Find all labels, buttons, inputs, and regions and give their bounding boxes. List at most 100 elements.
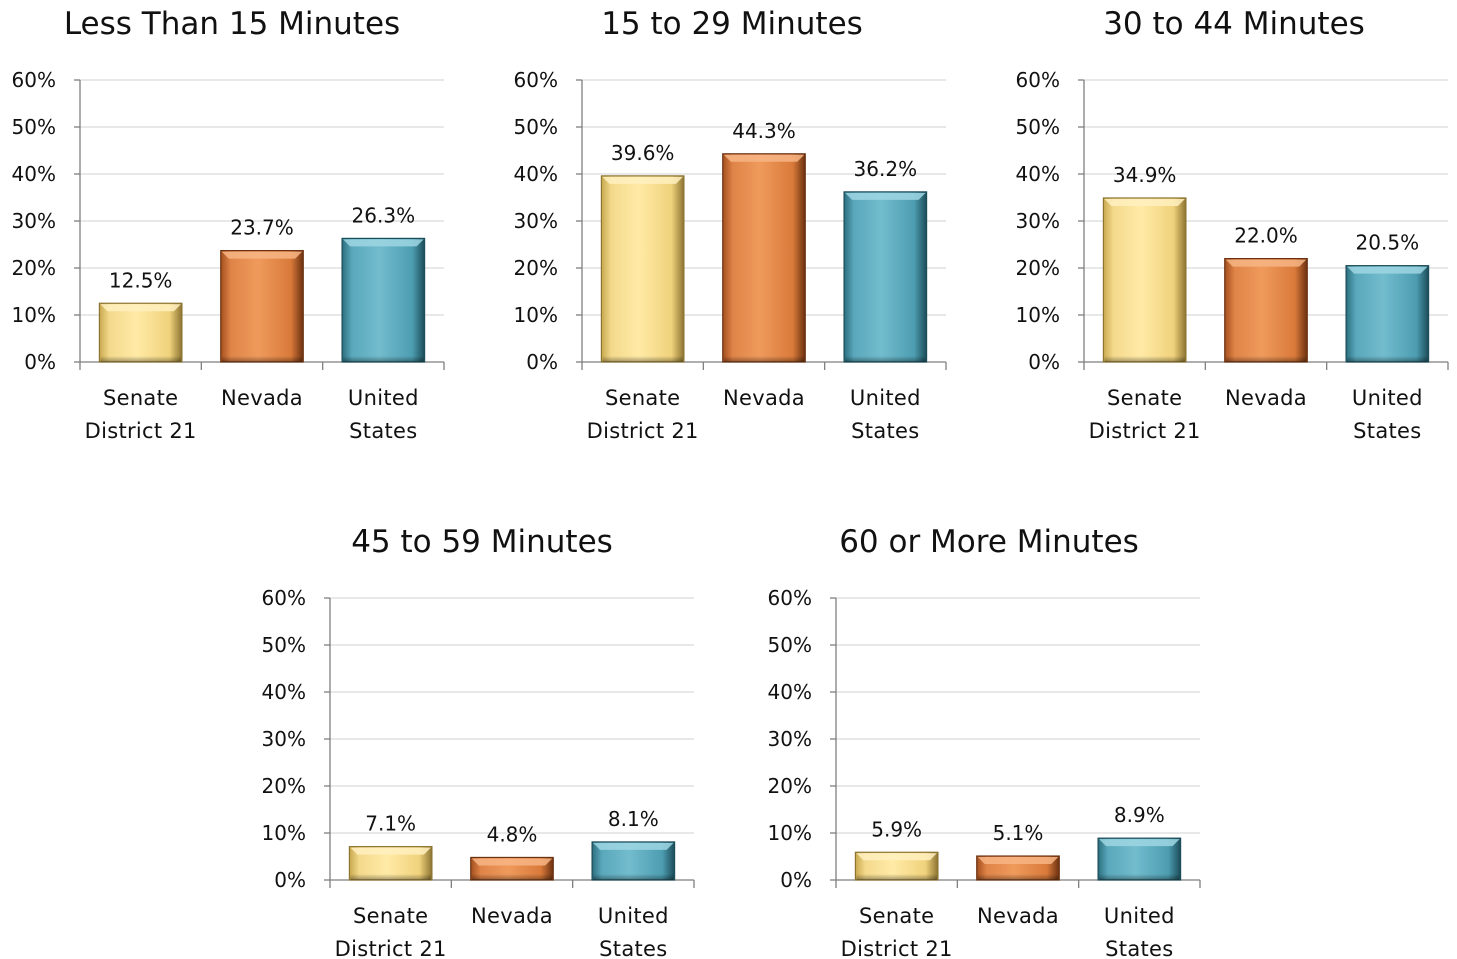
bar-bevel-bottom (977, 874, 1059, 880)
category-label-united-states: States (599, 937, 667, 959)
category-label-united-states: United (348, 386, 419, 410)
bar-bevel-bottom (221, 356, 303, 362)
y-tick-label: 40% (514, 162, 558, 186)
y-tick-label: 0% (780, 868, 812, 892)
data-label-senate-district-21: 7.1% (365, 812, 416, 836)
bar-nevada (220, 250, 304, 363)
y-tick-label: 40% (262, 680, 306, 704)
category-label-nevada: Nevada (723, 386, 805, 410)
bar-bevel-bottom (350, 874, 431, 880)
chart-title: 15 to 29 Minutes (601, 6, 863, 42)
y-tick-label: 0% (274, 868, 306, 892)
chart-title: 45 to 59 Minutes (351, 524, 613, 560)
chart-panel-5: 60 or More Minutes 0% 10% 20% 30% 40% 50% 60% 5.… (768, 524, 1201, 959)
bar-united-states (341, 237, 426, 363)
category-label-senate-district-21: Senate (103, 386, 178, 410)
bar-bevel-bottom (1225, 356, 1307, 362)
category-label-senate-district-21: District 21 (335, 937, 447, 959)
data-label-united-states: 8.9% (1114, 803, 1165, 827)
y-tick-label: 60% (768, 586, 812, 610)
y-tick-label: 60% (262, 586, 306, 610)
y-tick-label: 50% (514, 115, 558, 139)
category-label-united-states: United (1352, 386, 1423, 410)
bar-bevel-top (602, 176, 683, 184)
category-label-united-states: United (598, 904, 669, 928)
bar-bevel-bottom (593, 874, 674, 880)
y-tick-label: 30% (1016, 209, 1060, 233)
data-label-senate-district-21: 5.9% (871, 817, 922, 841)
bar-nevada (722, 153, 806, 363)
y-tick-label: 40% (1016, 162, 1060, 186)
bar-bevel-bottom (1104, 356, 1185, 362)
y-tick-label: 0% (24, 350, 56, 374)
bar-bevel-top (593, 842, 674, 850)
bar-bevel-top (1225, 259, 1307, 267)
bar-bevel-bottom (471, 874, 553, 880)
y-tick-label: 30% (12, 209, 56, 233)
chart-title: 60 or More Minutes (839, 524, 1139, 560)
y-tick-label: 50% (262, 633, 306, 657)
data-label-nevada: 23.7% (230, 216, 294, 240)
data-label-nevada: 4.8% (487, 822, 538, 846)
bar-bevel-bottom (602, 356, 683, 362)
chart-title: Less Than 15 Minutes (64, 6, 400, 42)
category-label-senate-district-21: District 21 (841, 937, 953, 959)
charts-layer: Less Than 15 Minutes 0% 10% 20% 30% 40% 50% 60%… (12, 6, 1449, 959)
y-tick-label: 20% (768, 774, 812, 798)
bar-bevel-top (723, 154, 805, 162)
y-tick-label: 30% (768, 727, 812, 751)
bar-bevel-top (1099, 839, 1180, 847)
y-tick-label: 10% (1016, 303, 1060, 327)
bar-united-states (1345, 265, 1430, 363)
y-tick-label: 40% (12, 162, 56, 186)
bar-bevel-top (845, 192, 926, 200)
data-label-nevada: 5.1% (993, 821, 1044, 845)
category-label-nevada: Nevada (471, 904, 553, 928)
y-tick-label: 60% (12, 68, 56, 92)
category-label-united-states: United (1104, 904, 1175, 928)
chart-panel-2: 15 to 29 Minutes 0% 10% 20% 30% 40% 50% 60% 39.6… (514, 6, 947, 443)
y-tick-label: 10% (262, 821, 306, 845)
bar-senate-district-21 (600, 175, 685, 363)
data-label-senate-district-21: 12.5% (109, 268, 173, 292)
bar-senate-district-21 (1102, 197, 1187, 363)
bar-bevel-bottom (100, 356, 181, 362)
y-tick-label: 10% (768, 821, 812, 845)
category-label-nevada: Nevada (221, 386, 303, 410)
y-tick-label: 10% (514, 303, 558, 327)
bar-bevel-bottom (723, 356, 805, 362)
chart-title: 30 to 44 Minutes (1103, 6, 1365, 42)
y-tick-label: 30% (514, 209, 558, 233)
category-label-senate-district-21: Senate (605, 386, 680, 410)
bar-nevada (1224, 258, 1308, 363)
y-tick-label: 20% (1016, 256, 1060, 280)
category-label-united-states: States (1353, 419, 1421, 443)
chart-panel-1: Less Than 15 Minutes 0% 10% 20% 30% 40% 50% 60%… (12, 6, 445, 443)
y-tick-label: 20% (514, 256, 558, 280)
y-tick-label: 50% (1016, 115, 1060, 139)
y-tick-label: 10% (12, 303, 56, 327)
data-label-united-states: 26.3% (352, 203, 416, 227)
bar-bevel-top (221, 251, 303, 259)
y-tick-label: 50% (12, 115, 56, 139)
chart-panel-4: 45 to 59 Minutes 0% 10% 20% 30% 40% 50% 60% 7.1%… (262, 524, 695, 959)
chart-panel-3: 30 to 44 Minutes 0% 10% 20% 30% 40% 50% 60% 34.9… (1016, 6, 1449, 443)
category-label-united-states: States (1105, 937, 1173, 959)
bar-united-states (843, 191, 928, 363)
category-label-senate-district-21: District 21 (85, 419, 197, 443)
category-label-nevada: Nevada (1225, 386, 1307, 410)
bar-bevel-bottom (856, 874, 937, 880)
bar-bevel-bottom (343, 356, 424, 362)
category-label-senate-district-21: District 21 (587, 419, 699, 443)
y-tick-label: 20% (12, 256, 56, 280)
bar-bevel-top (471, 858, 553, 866)
category-label-senate-district-21: Senate (859, 904, 934, 928)
category-label-united-states: States (349, 419, 417, 443)
category-label-senate-district-21: Senate (1107, 386, 1182, 410)
category-label-united-states: States (851, 419, 919, 443)
category-label-senate-district-21: Senate (353, 904, 428, 928)
data-label-united-states: 20.5% (1356, 231, 1420, 255)
y-tick-label: 40% (768, 680, 812, 704)
bar-bevel-top (1347, 266, 1428, 274)
